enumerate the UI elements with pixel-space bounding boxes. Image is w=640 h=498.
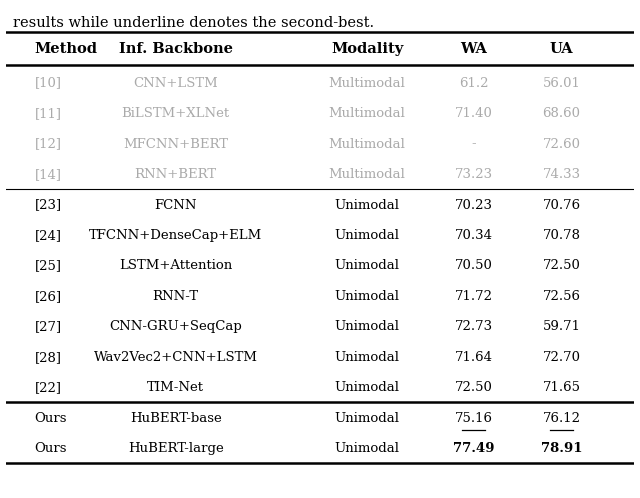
Text: Unimodal: Unimodal — [335, 259, 399, 272]
Text: Unimodal: Unimodal — [335, 229, 399, 242]
Text: 77.49: 77.49 — [453, 442, 495, 455]
Text: LSTM+Attention: LSTM+Attention — [119, 259, 232, 272]
Text: 71.40: 71.40 — [455, 107, 493, 120]
Text: CNN-GRU+SeqCap: CNN-GRU+SeqCap — [109, 320, 242, 334]
Text: Unimodal: Unimodal — [335, 351, 399, 364]
Text: 59.71: 59.71 — [543, 320, 580, 334]
Text: FCNN: FCNN — [154, 199, 197, 212]
Text: Multimodal: Multimodal — [328, 107, 406, 120]
Text: Unimodal: Unimodal — [335, 381, 399, 394]
Text: 70.23: 70.23 — [454, 199, 493, 212]
Text: RNN+BERT: RNN+BERT — [134, 168, 217, 181]
Text: 70.50: 70.50 — [455, 259, 493, 272]
Text: [22]: [22] — [35, 381, 61, 394]
Text: 78.91: 78.91 — [541, 442, 582, 455]
Text: Modality: Modality — [331, 42, 403, 56]
Text: 76.12: 76.12 — [543, 412, 580, 425]
Text: 71.64: 71.64 — [454, 351, 493, 364]
Text: 72.60: 72.60 — [543, 137, 580, 150]
Text: 72.73: 72.73 — [454, 320, 493, 334]
Text: Ours: Ours — [35, 442, 67, 455]
Text: results while underline denotes the second-best.: results while underline denotes the seco… — [13, 16, 374, 30]
Text: HuBERT-large: HuBERT-large — [128, 442, 223, 455]
Text: [11]: [11] — [35, 107, 61, 120]
Text: 75.16: 75.16 — [454, 412, 493, 425]
Text: [24]: [24] — [35, 229, 61, 242]
Text: 70.78: 70.78 — [543, 229, 580, 242]
Text: 56.01: 56.01 — [543, 77, 580, 90]
Text: 71.65: 71.65 — [543, 381, 580, 394]
Text: 71.72: 71.72 — [454, 290, 493, 303]
Text: 68.60: 68.60 — [543, 107, 580, 120]
Text: 61.2: 61.2 — [459, 77, 488, 90]
Text: [14]: [14] — [35, 168, 61, 181]
Text: Multimodal: Multimodal — [328, 137, 406, 150]
Text: [27]: [27] — [35, 320, 61, 334]
Text: Unimodal: Unimodal — [335, 290, 399, 303]
Text: RNN-T: RNN-T — [153, 290, 199, 303]
Text: HuBERT-base: HuBERT-base — [130, 412, 221, 425]
Text: [23]: [23] — [35, 199, 61, 212]
Text: 72.70: 72.70 — [543, 351, 580, 364]
Text: Inf. Backbone: Inf. Backbone — [119, 42, 233, 56]
Text: TFCNN+DenseCap+ELM: TFCNN+DenseCap+ELM — [89, 229, 262, 242]
Text: Multimodal: Multimodal — [328, 168, 406, 181]
Text: Ours: Ours — [35, 412, 67, 425]
Text: [28]: [28] — [35, 351, 61, 364]
Text: 70.34: 70.34 — [454, 229, 493, 242]
Text: 70.76: 70.76 — [543, 199, 580, 212]
Text: Unimodal: Unimodal — [335, 199, 399, 212]
Text: Unimodal: Unimodal — [335, 320, 399, 334]
Text: 72.56: 72.56 — [543, 290, 580, 303]
Text: Method: Method — [35, 42, 98, 56]
Text: 72.50: 72.50 — [543, 259, 580, 272]
Text: Wav2Vec2+CNN+LSTM: Wav2Vec2+CNN+LSTM — [93, 351, 258, 364]
Text: TIM-Net: TIM-Net — [147, 381, 204, 394]
Text: 74.33: 74.33 — [543, 168, 580, 181]
Text: -: - — [471, 137, 476, 150]
Text: UA: UA — [550, 42, 573, 56]
Text: MFCNN+BERT: MFCNN+BERT — [124, 137, 228, 150]
Text: [26]: [26] — [35, 290, 61, 303]
Text: [10]: [10] — [35, 77, 61, 90]
Text: 72.50: 72.50 — [455, 381, 493, 394]
Text: [12]: [12] — [35, 137, 61, 150]
Text: CNN+LSTM: CNN+LSTM — [133, 77, 218, 90]
Text: Multimodal: Multimodal — [328, 77, 406, 90]
Text: 73.23: 73.23 — [454, 168, 493, 181]
Text: BiLSTM+XLNet: BiLSTM+XLNet — [122, 107, 230, 120]
Text: [25]: [25] — [35, 259, 61, 272]
Text: Unimodal: Unimodal — [335, 412, 399, 425]
Text: WA: WA — [460, 42, 487, 56]
Text: Unimodal: Unimodal — [335, 442, 399, 455]
